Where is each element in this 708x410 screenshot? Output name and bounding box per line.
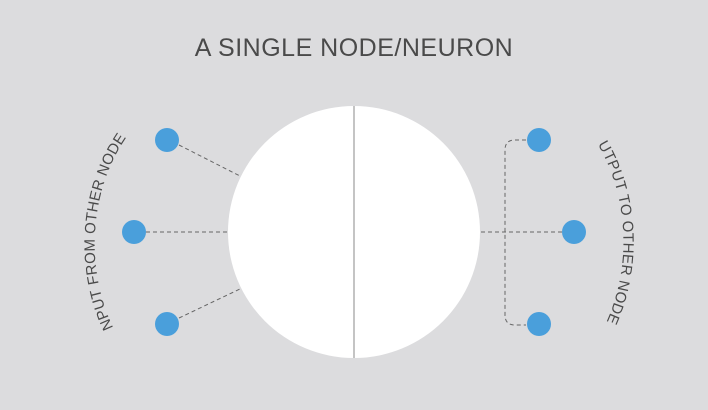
output-node-middle (562, 220, 586, 244)
input-node-middle (122, 220, 146, 244)
output-connector-bracket (504, 139, 526, 326)
input-node-bottom (155, 312, 179, 336)
output-node-top (527, 128, 551, 152)
input-node-top (155, 128, 179, 152)
output-node-bottom (527, 312, 551, 336)
diagram-title: A SINGLE NODE/NEURON (194, 34, 514, 62)
input-connector-top (178, 144, 241, 177)
input-label: INPUT FROM OTHER NODES (0, 0, 130, 333)
input-connector-bottom (178, 288, 241, 319)
